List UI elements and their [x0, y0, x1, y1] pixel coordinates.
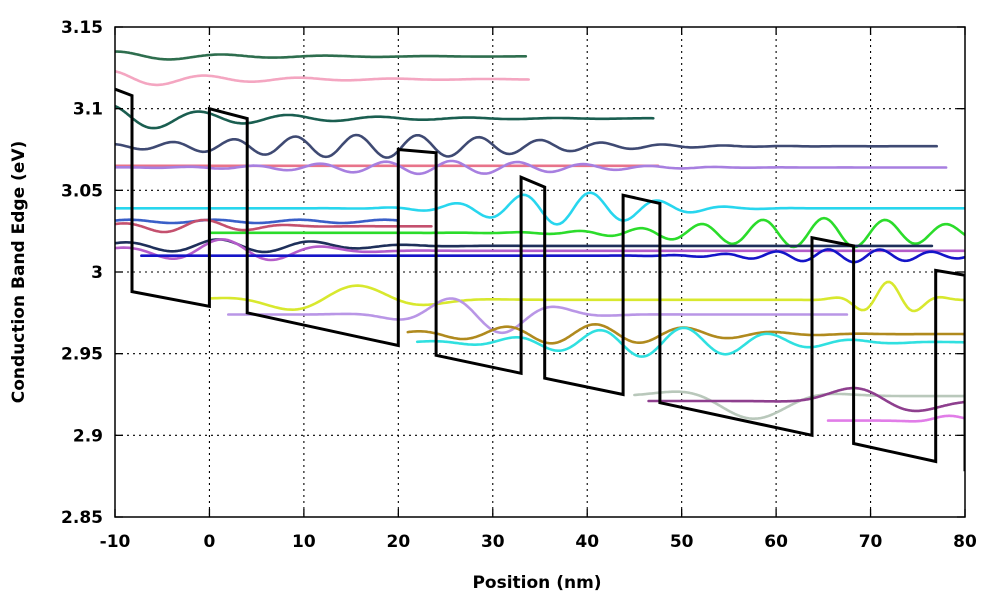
- series-line: [647, 386, 965, 413]
- x-tick-label: 70: [859, 532, 883, 552]
- x-axis-title: Position (nm): [472, 573, 601, 593]
- y-tick-label: 3.05: [61, 181, 103, 201]
- y-tick-label: 3.1: [73, 100, 103, 120]
- axis-ticks: [114, 26, 966, 518]
- series-line: [115, 218, 400, 225]
- y-tick-label: 3: [91, 263, 103, 283]
- x-tick-label: 50: [670, 532, 694, 552]
- series-line: [115, 238, 934, 254]
- series-line: [227, 297, 849, 335]
- series-line: [415, 326, 965, 358]
- series-line: [140, 248, 965, 264]
- x-tick-label: 10: [292, 532, 316, 552]
- series-line: [115, 218, 433, 234]
- series-line: [115, 191, 965, 226]
- band-edge-layer: [115, 87, 965, 472]
- series-line: [208, 216, 965, 249]
- series-line: [633, 390, 965, 421]
- x-tick-label: -10: [100, 532, 131, 552]
- x-tick-label: 20: [386, 532, 410, 552]
- y-tick-label: 2.9: [73, 426, 103, 446]
- series-line: [208, 280, 965, 313]
- x-tick-label: 0: [204, 532, 216, 552]
- y-tick-label: 2.85: [61, 508, 103, 528]
- series-line: [826, 414, 965, 423]
- x-tick-label: 80: [953, 532, 977, 552]
- series-line: [115, 50, 528, 61]
- y-tick-label: 2.95: [61, 345, 103, 365]
- series-line: [115, 159, 948, 176]
- gridlines: [115, 27, 965, 517]
- series-line: [115, 70, 531, 87]
- y-axis-title: Conduction Band Edge (eV): [9, 141, 29, 404]
- series-line: [115, 133, 939, 159]
- y-tick-label: 3.15: [61, 18, 103, 38]
- y-tick-labels: 2.85 2.9 2.95 3 3.05 3.1 3.15: [61, 18, 103, 528]
- x-tick-labels: -10 0 10 20 30 40 50 60 70 80: [100, 532, 977, 552]
- band-edge-line: [115, 87, 965, 472]
- wavefunction-layer: [115, 50, 965, 423]
- x-tick-label: 30: [481, 532, 505, 552]
- series-line: [115, 104, 655, 130]
- x-tick-label: 40: [575, 532, 599, 552]
- x-tick-label: 60: [764, 532, 788, 552]
